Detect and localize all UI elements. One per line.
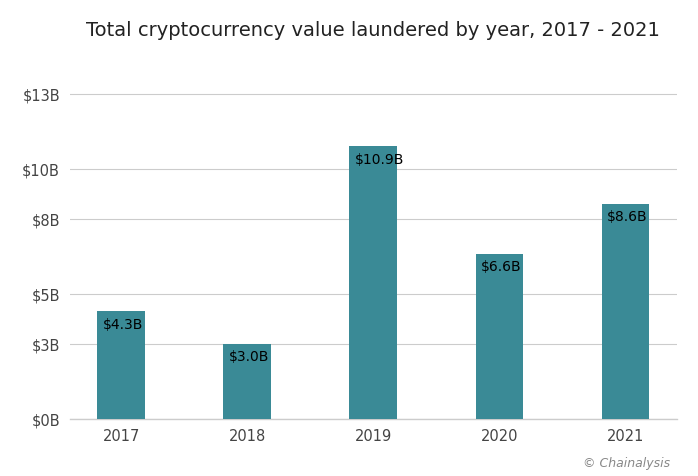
Title: Total cryptocurrency value laundered by year, 2017 - 2021: Total cryptocurrency value laundered by … — [87, 21, 660, 40]
Text: $8.6B: $8.6B — [607, 210, 648, 224]
Bar — [475, 254, 524, 419]
Bar — [98, 312, 145, 419]
Text: $10.9B: $10.9B — [355, 152, 405, 167]
Text: © Chainalysis: © Chainalysis — [583, 456, 670, 469]
Text: $6.6B: $6.6B — [481, 260, 522, 274]
Bar — [602, 204, 649, 419]
Text: $4.3B: $4.3B — [103, 317, 144, 331]
Bar — [223, 344, 272, 419]
Text: $3.0B: $3.0B — [229, 349, 269, 364]
Bar — [350, 147, 397, 419]
